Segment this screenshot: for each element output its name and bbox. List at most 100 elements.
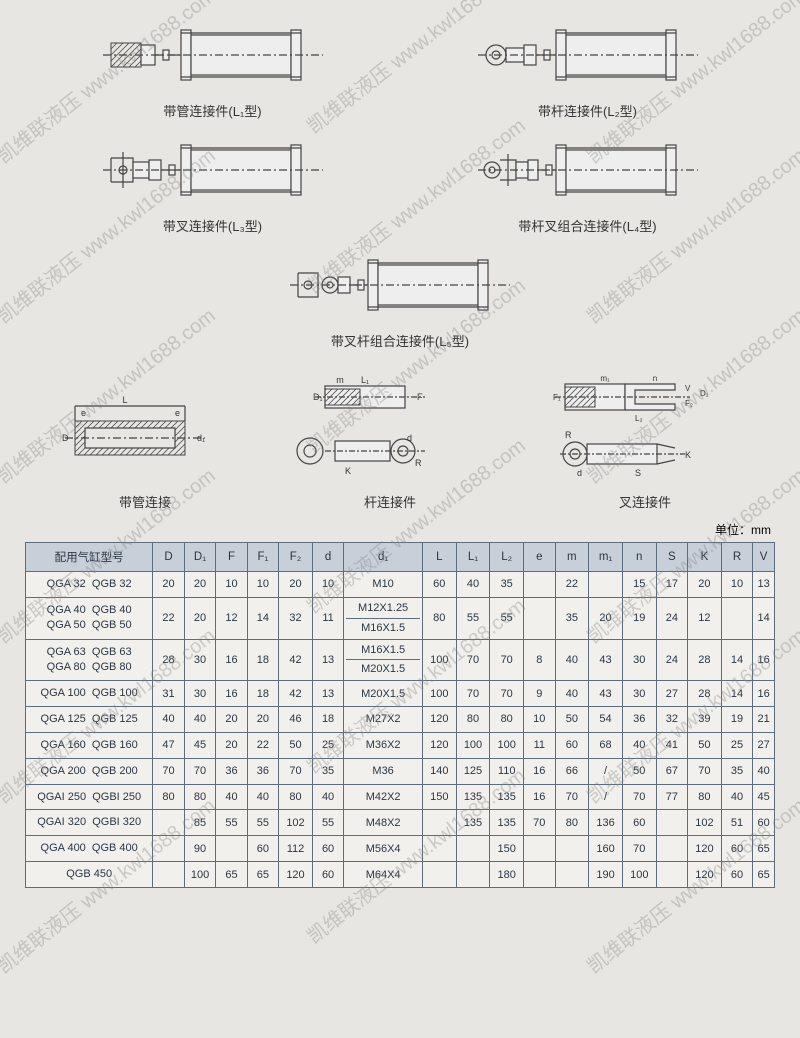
table-cell: QGA 200 QGB 200	[26, 758, 153, 784]
table-row: QGA 200 QGB 200707036367035M361401251101…	[26, 758, 775, 784]
table-cell: 40	[312, 784, 343, 810]
table-cell: M48X2	[344, 810, 423, 836]
table-cell: 70	[456, 639, 490, 681]
table-cell: M42X2	[344, 784, 423, 810]
table-cell: 67	[656, 758, 687, 784]
table-cell	[456, 862, 490, 888]
table-cell: 50	[688, 732, 722, 758]
table-cell: 120	[422, 707, 456, 733]
table-cell: M64X4	[344, 862, 423, 888]
table-cell: 16	[524, 758, 555, 784]
svg-text:D₁: D₁	[313, 392, 323, 402]
svg-text:n: n	[653, 376, 657, 383]
table-header-cell: d	[312, 543, 343, 572]
table-cell: 20	[216, 707, 247, 733]
table-cell: QGAI 250 QGBI 250	[26, 784, 153, 810]
table-header-cell: L	[422, 543, 456, 572]
table-cell: 65	[247, 862, 278, 888]
table-header-cell: K	[688, 543, 722, 572]
svg-text:R: R	[565, 430, 572, 440]
table-cell: 19	[622, 597, 656, 639]
table-cell: 65	[216, 862, 247, 888]
table-cell: 35	[312, 758, 343, 784]
table-cell: 24	[656, 639, 687, 681]
table-row: QGA 125 QGB 125404020204618M27X212080801…	[26, 707, 775, 733]
table-cell: 40	[247, 784, 278, 810]
table-cell: 41	[656, 732, 687, 758]
table-cell: 30	[622, 681, 656, 707]
table-cell: 40	[753, 758, 775, 784]
table-cell: 22	[153, 597, 184, 639]
table-cell: M10	[344, 572, 423, 598]
table-cell: 10	[312, 572, 343, 598]
table-cell: 150	[490, 836, 524, 862]
table-cell: 120	[688, 862, 722, 888]
table-header-cell: F₁	[247, 543, 278, 572]
table-row: QGA 63 QGB 63QGA 80 QGB 80283016184213M1…	[26, 639, 775, 681]
table-cell	[524, 597, 555, 639]
table-cell: QGA 100 QGB 100	[26, 681, 153, 707]
table-cell: 60	[312, 836, 343, 862]
table-cell: 16	[216, 681, 247, 707]
table-row: QGA 32 QGB 32202010102010M10604035221517…	[26, 572, 775, 598]
table-cell: 125	[456, 758, 490, 784]
table-cell: 135	[456, 784, 490, 810]
diagram-l2: 带杆连接件(L₂型)	[478, 15, 698, 120]
table-cell: 17	[656, 572, 687, 598]
table-cell: 12	[216, 597, 247, 639]
table-cell: 60	[721, 862, 752, 888]
table-cell: 65	[753, 836, 775, 862]
table-cell: 40	[721, 784, 752, 810]
table-cell: QGA 40 QGB 40QGA 50 QGB 50	[26, 597, 153, 639]
table-cell: 80	[153, 784, 184, 810]
table-cell: 66	[555, 758, 589, 784]
table-cell: 39	[688, 707, 722, 733]
table-cell: QGA 32 QGB 32	[26, 572, 153, 598]
table-cell: 135	[490, 810, 524, 836]
diagram-l1: 带管连接件(L₁型)	[103, 15, 323, 120]
svg-text:K: K	[685, 450, 691, 460]
table-cell	[524, 862, 555, 888]
table-cell: 30	[184, 639, 215, 681]
table-cell: 102	[279, 810, 313, 836]
table-cell: 60	[555, 732, 589, 758]
table-cell: 65	[753, 862, 775, 888]
table-cell: 160	[589, 836, 623, 862]
table-cell	[721, 597, 752, 639]
table-cell: 18	[247, 681, 278, 707]
table-cell: 80	[184, 784, 215, 810]
table-cell: 50	[555, 707, 589, 733]
table-cell: 70	[622, 784, 656, 810]
table-cell: 20	[216, 732, 247, 758]
table-cell: 18	[247, 639, 278, 681]
table-cell: 80	[279, 784, 313, 810]
table-cell: 31	[153, 681, 184, 707]
table-cell: 16	[753, 681, 775, 707]
table-cell: 136	[589, 810, 623, 836]
table-cell: M27X2	[344, 707, 423, 733]
table-cell: QGA 160 QGB 160	[26, 732, 153, 758]
table-cell: 100	[456, 732, 490, 758]
table-cell: 36	[622, 707, 656, 733]
table-cell: 150	[422, 784, 456, 810]
table-header-cell: F	[216, 543, 247, 572]
svg-text:L: L	[122, 395, 127, 405]
table-cell: 40	[555, 681, 589, 707]
table-row: QGA 40 QGB 40QGA 50 QGB 50222012143211M1…	[26, 597, 775, 639]
table-cell: 18	[312, 707, 343, 733]
diagram-l4-label: 带杆叉组合连接件(L₄型)	[518, 216, 656, 235]
table-cell: QGA 125 QGB 125	[26, 707, 153, 733]
table-header-cell: R	[721, 543, 752, 572]
table-cell: 40	[153, 707, 184, 733]
table-header-cell: S	[656, 543, 687, 572]
table-cell: 14	[247, 597, 278, 639]
table-cell: /	[589, 784, 623, 810]
table-row: QGA 160 QGB 160474520225025M36X212010010…	[26, 732, 775, 758]
table-header-cell: n	[622, 543, 656, 572]
table-row: QGB 450100656512060M64X41801901001206065	[26, 862, 775, 888]
table-cell: M16X1.5M20X1.5	[344, 639, 423, 681]
table-header-cell: m	[555, 543, 589, 572]
table-cell: 16	[216, 639, 247, 681]
table-cell: /	[589, 758, 623, 784]
table-cell: 50	[279, 732, 313, 758]
